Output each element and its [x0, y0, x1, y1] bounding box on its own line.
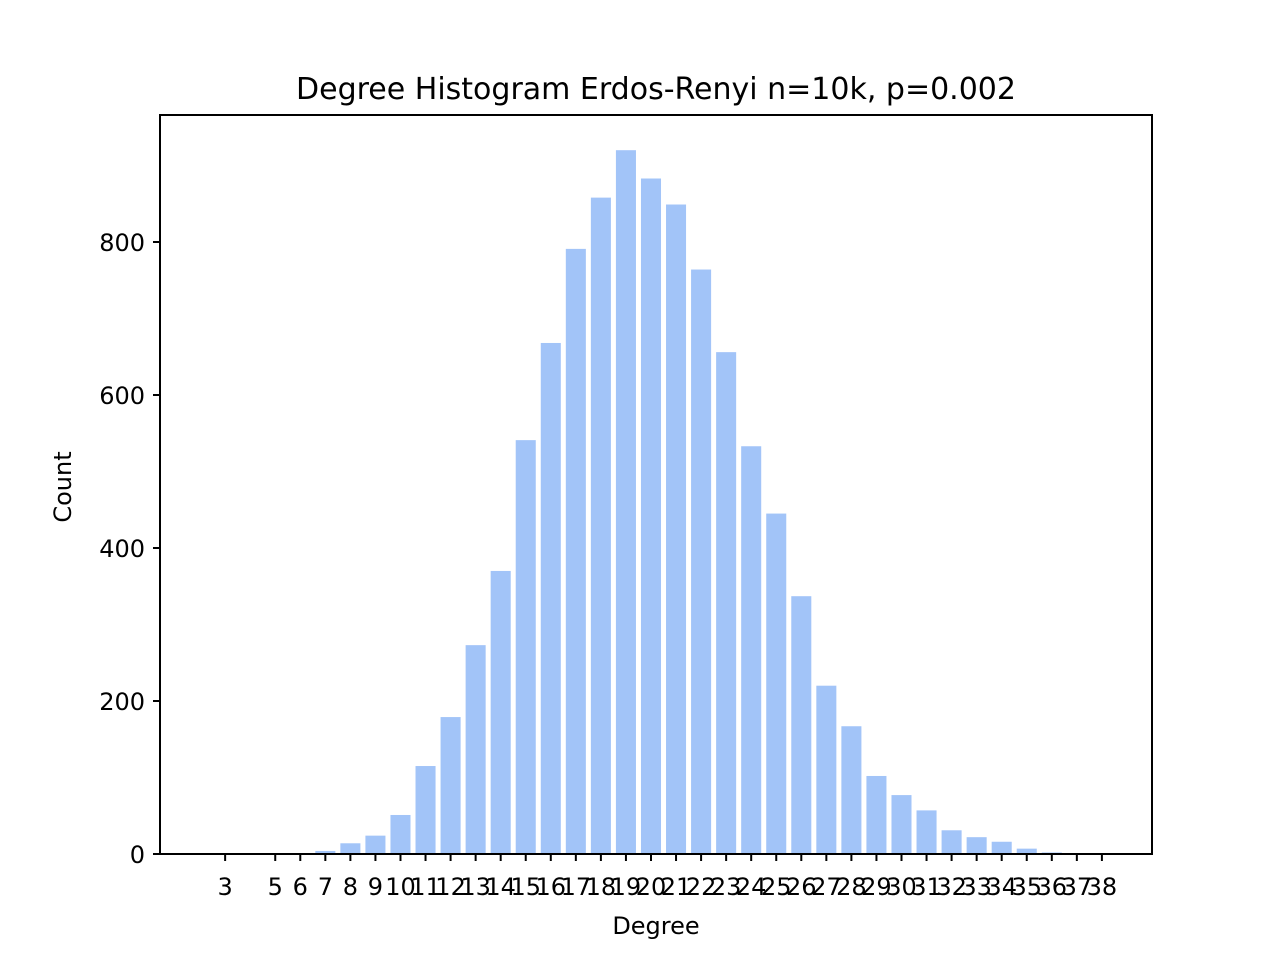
bar-degree-21 [666, 204, 687, 854]
x-tick-label-25: 25 [761, 873, 792, 901]
chart-title: Degree Histogram Erdos-Renyi n=10k, p=0.… [296, 72, 1016, 107]
x-tick-label-5: 5 [268, 873, 283, 901]
x-tick-label-28: 28 [836, 873, 867, 901]
bar-degree-15 [515, 440, 536, 854]
x-tick-label-14: 14 [485, 873, 516, 901]
bar-degree-20 [640, 178, 662, 854]
y-axis: 0 200 400 600 800 [99, 229, 160, 869]
x-tick-label-21: 21 [661, 873, 692, 901]
x-tick-label-20: 20 [636, 873, 667, 901]
bar-degree-31 [916, 810, 937, 854]
y-tick-label-600: 600 [99, 382, 145, 410]
bar-degree-22 [691, 269, 712, 854]
bar-degree-10 [390, 814, 411, 854]
x-tick-label-3: 3 [217, 873, 232, 901]
bar-degree-16 [540, 342, 561, 854]
bar-degree-17 [565, 248, 586, 854]
x-tick-label-10: 10 [385, 873, 416, 901]
bar-degree-19 [615, 150, 636, 854]
bar-degree-30 [891, 795, 912, 854]
y-tick-label-200: 200 [99, 688, 145, 716]
x-tick-label-18: 18 [586, 873, 617, 901]
x-tick-label-27: 27 [811, 873, 842, 901]
y-tick-label-800: 800 [99, 229, 145, 257]
bar-degree-12 [440, 717, 461, 854]
x-tick-label-16: 16 [536, 873, 567, 901]
x-tick-label-34: 34 [986, 873, 1017, 901]
y-tick-label-400: 400 [99, 535, 145, 563]
y-tick-label-0: 0 [130, 841, 145, 869]
x-tick-label-23: 23 [711, 873, 742, 901]
bar-degree-28 [841, 726, 862, 854]
bar-degree-13 [465, 645, 486, 854]
x-tick-label-15: 15 [510, 873, 541, 901]
bar-degree-25 [766, 513, 787, 854]
x-tick-label-17: 17 [561, 873, 592, 901]
bar-degree-18 [590, 197, 611, 854]
x-tick-label-33: 33 [961, 873, 992, 901]
plot-frame [159, 114, 1153, 855]
x-tick-label-19: 19 [611, 873, 642, 901]
bar-degree-29 [866, 775, 887, 854]
bar-degree-33 [966, 837, 987, 854]
x-tick-label-31: 31 [911, 873, 942, 901]
x-tick-label-6: 6 [293, 873, 308, 901]
bar-degree-7 [315, 850, 336, 854]
bar-degree-32 [941, 830, 962, 854]
x-tick-label-26: 26 [786, 873, 817, 901]
x-tick-label-7: 7 [318, 873, 333, 901]
bars-layer [215, 150, 1112, 854]
x-tick-label-35: 35 [1011, 873, 1042, 901]
y-axis-label: Count [49, 451, 77, 522]
bar-degree-35 [1016, 848, 1037, 854]
x-tick-label-8: 8 [343, 873, 358, 901]
x-tick-label-9: 9 [368, 873, 383, 901]
x-tick-label-37: 37 [1062, 873, 1093, 901]
x-tick-label-11: 11 [410, 873, 441, 901]
bar-degree-27 [816, 685, 837, 854]
bar-degree-8 [340, 843, 361, 854]
x-tick-label-12: 12 [435, 873, 466, 901]
x-tick-label-30: 30 [886, 873, 917, 901]
bar-degree-24 [741, 446, 762, 854]
bar-degree-26 [791, 596, 812, 854]
x-tick-label-22: 22 [686, 873, 717, 901]
x-axis: 3 5 6 7 8 9 1011121314151617181920212223242526… [217, 854, 1117, 901]
x-tick-label-36: 36 [1037, 873, 1068, 901]
x-tick-label-32: 32 [936, 873, 967, 901]
x-tick-label-38: 38 [1087, 873, 1118, 901]
x-tick-label-24: 24 [736, 873, 767, 901]
bar-degree-14 [490, 570, 511, 854]
bar-degree-34 [991, 841, 1012, 854]
x-tick-label-29: 29 [861, 873, 892, 901]
x-tick-label-13: 13 [460, 873, 491, 901]
x-axis-label: Degree [612, 912, 699, 940]
bar-degree-11 [415, 766, 436, 854]
bar-degree-9 [365, 835, 386, 854]
bar-degree-23 [716, 352, 737, 854]
